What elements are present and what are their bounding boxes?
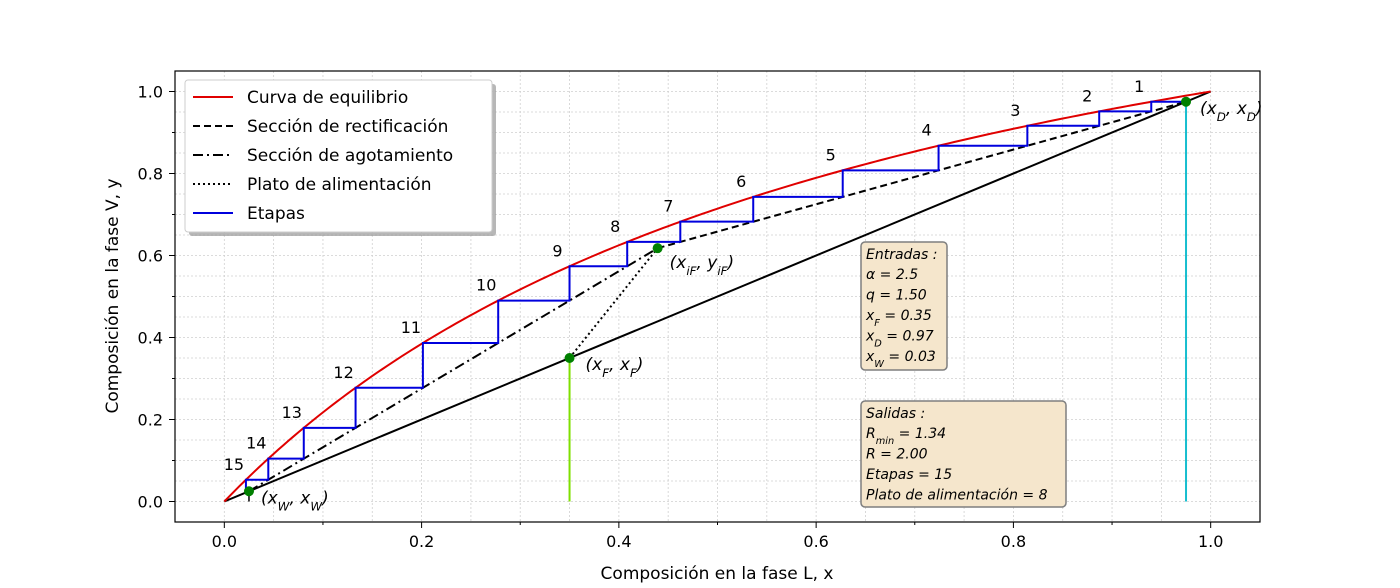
y-tick-label: 0.2 xyxy=(138,411,163,430)
inputs-box-line: xW = 0.03 xyxy=(865,349,936,370)
stage-steps xyxy=(244,100,1187,493)
y-axis-label: Composición en la fase V, y xyxy=(103,178,123,413)
stage-number-label: 6 xyxy=(736,172,746,191)
x-tick-label: 1.0 xyxy=(1198,532,1223,551)
annotations: (xD, xD)(xW, xW)(xF, xF)(xiF, yiF)123456… xyxy=(224,77,1263,514)
stage-number-label: 2 xyxy=(1082,86,1092,105)
stage-number-label: 11 xyxy=(401,318,421,337)
bottoms-point-label: (xW, xW) xyxy=(261,488,329,513)
feed-point-label: (xF, xF) xyxy=(586,355,644,380)
legend-item-label: Etapas xyxy=(247,204,305,224)
y-tick-label: 0.4 xyxy=(138,329,163,348)
inputs-box-line: xD = 0.97 xyxy=(865,329,934,350)
y-tick-label: 1.0 xyxy=(138,83,163,102)
distillate-point-label: (xD, xD) xyxy=(1200,99,1263,124)
intersection-point-label: (xiF, yiF) xyxy=(670,253,735,278)
stage-number-label: 13 xyxy=(282,403,302,422)
stage-number-label: 10 xyxy=(476,276,496,295)
axes: 0.0 0.2 0.4 0.6 0.8 1.0 0.0 0.2 0.4 0.6 0.8 1.0 xyxy=(138,83,1224,552)
inputs-box-title: Entradas : xyxy=(866,247,937,263)
bottoms-point xyxy=(243,486,254,497)
feed-point xyxy=(564,353,575,363)
distillate-point xyxy=(1181,96,1192,107)
x-tick-label: 0.2 xyxy=(409,532,434,551)
outputs-box-line: Rmin = 1.34 xyxy=(866,426,946,447)
stage-number-label: 5 xyxy=(826,145,836,164)
equilibrium-curve xyxy=(223,90,1211,503)
inputs-box-line: α = 2.5 xyxy=(866,267,918,283)
x-tick-label: 0.8 xyxy=(1001,532,1026,551)
stage-number-label: 12 xyxy=(333,363,353,382)
stage-number-label: 7 xyxy=(663,197,673,216)
stage-number-label: 1 xyxy=(1134,77,1144,96)
intersection-point xyxy=(652,243,663,254)
inputs-box-line: xF = 0.35 xyxy=(865,308,932,329)
inputs-box-line: q = 1.50 xyxy=(866,288,927,304)
outputs-box xyxy=(860,400,1067,508)
plot-area xyxy=(223,90,1212,503)
outputs-box-line: R = 2.00 xyxy=(866,447,928,463)
stage-number-label: 15 xyxy=(224,455,244,474)
x-tick-label: 0.0 xyxy=(212,532,237,551)
outputs-box-line: Etapas = 15 xyxy=(866,467,952,483)
feed-line xyxy=(568,247,659,359)
legend-box xyxy=(184,79,493,233)
stage-number-label: 3 xyxy=(1010,101,1020,120)
stage-number-label: 8 xyxy=(610,217,620,236)
x-tick-label: 0.6 xyxy=(803,532,828,551)
legend: Curva de equilibrio Sección de rectificac… xyxy=(184,79,496,236)
inputs-box xyxy=(860,241,948,371)
x-axis-label: Composición en la fase L, x xyxy=(601,564,834,584)
key-points xyxy=(243,96,1192,497)
legend-item-label: Sección de rectificación xyxy=(247,117,448,137)
legend-item-label: Sección de agotamiento xyxy=(247,146,453,166)
outputs-box-line: Plato de alimentación = 8 xyxy=(866,488,1048,504)
stage-number-label: 14 xyxy=(246,434,266,453)
y-tick-label: 0.6 xyxy=(138,247,163,266)
stage-number-label: 9 xyxy=(552,241,562,260)
stage-number-label: 4 xyxy=(921,121,931,140)
diagonal-line xyxy=(223,90,1212,503)
x-tick-label: 0.4 xyxy=(606,532,631,551)
legend-item-label: Plato de alimentación xyxy=(247,175,432,195)
y-tick-label: 0.8 xyxy=(138,165,163,184)
legend-item-label: Curva de equilibrio xyxy=(247,88,408,108)
y-tick-label: 0.0 xyxy=(138,493,163,512)
outputs-box-title: Salidas : xyxy=(866,406,925,422)
